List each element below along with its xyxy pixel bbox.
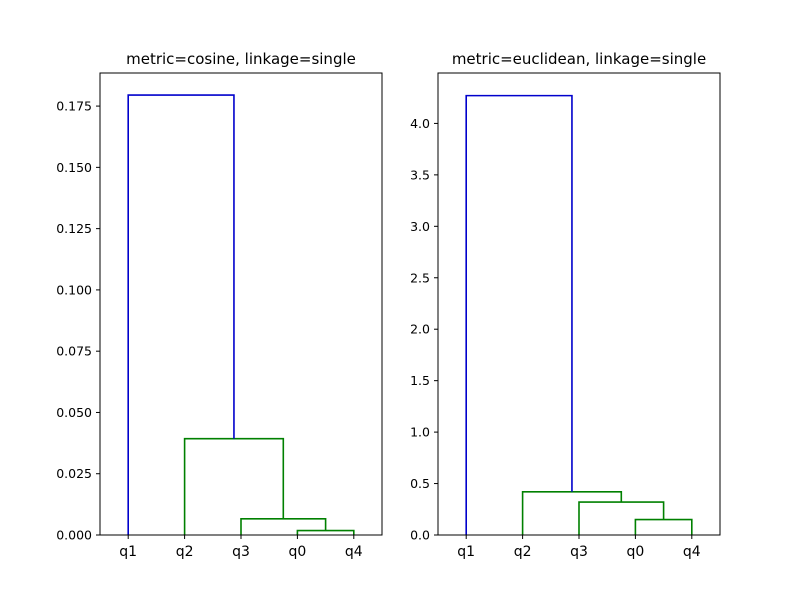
y-tick-label: 0.000 <box>56 528 92 543</box>
leaf-label-q1: q1 <box>457 544 475 560</box>
dendrogram-link-3 <box>465 94 573 535</box>
dendrogram-link-0 <box>634 518 693 535</box>
dendrogram-link-2 <box>183 437 285 535</box>
y-tick-label: 2.5 <box>410 270 430 285</box>
y-tick-label: 0.5 <box>410 476 430 491</box>
chart-title: metric=euclidean, linkage=single <box>452 50 706 68</box>
leaf-label-q3: q3 <box>232 544 250 560</box>
y-tick-label: 0.0 <box>410 528 430 543</box>
y-tick-label: 3.0 <box>410 219 430 234</box>
leaf-label-q2: q2 <box>514 544 532 560</box>
y-tick-label: 0.175 <box>56 99 92 114</box>
dendrogram-link-1 <box>240 518 327 535</box>
axes-frame <box>99 72 383 536</box>
leaf-label-q1: q1 <box>119 544 137 560</box>
y-tick-label: 1.5 <box>410 373 430 388</box>
y-tick-label: 0.025 <box>56 466 92 481</box>
leaf-label-q0: q0 <box>627 544 645 560</box>
y-tick-label: 3.5 <box>410 167 430 182</box>
leaf-label-q3: q3 <box>570 544 588 560</box>
dendrogram-link-0 <box>296 529 355 535</box>
y-tick-label: 0.075 <box>56 344 92 359</box>
dendrogram-link-3 <box>127 94 235 535</box>
leaf-label-q4: q4 <box>345 544 363 560</box>
dendrogram-link-2 <box>521 490 623 535</box>
y-tick-label: 4.0 <box>410 116 430 131</box>
y-tick-label: 2.0 <box>410 322 430 337</box>
y-tick-label: 1.0 <box>410 425 430 440</box>
y-tick-label: 0.100 <box>56 282 92 297</box>
y-tick-label: 0.125 <box>56 221 92 236</box>
leaf-label-q2: q2 <box>176 544 194 560</box>
leaf-label-q4: q4 <box>683 544 701 560</box>
chart-panel-1: metric=euclidean, linkage=single 0.0 0.5 1.… <box>410 50 721 560</box>
y-tick-label: 0.050 <box>56 405 92 420</box>
y-tick-label: 0.150 <box>56 160 92 175</box>
dendrogram-link-1 <box>578 501 665 535</box>
chart-panel-0: metric=cosine, linkage=single 0.000 0.025 0… <box>56 50 383 560</box>
leaf-label-q0: q0 <box>289 544 307 560</box>
axes-frame <box>437 72 721 536</box>
chart-title: metric=cosine, linkage=single <box>126 50 356 68</box>
